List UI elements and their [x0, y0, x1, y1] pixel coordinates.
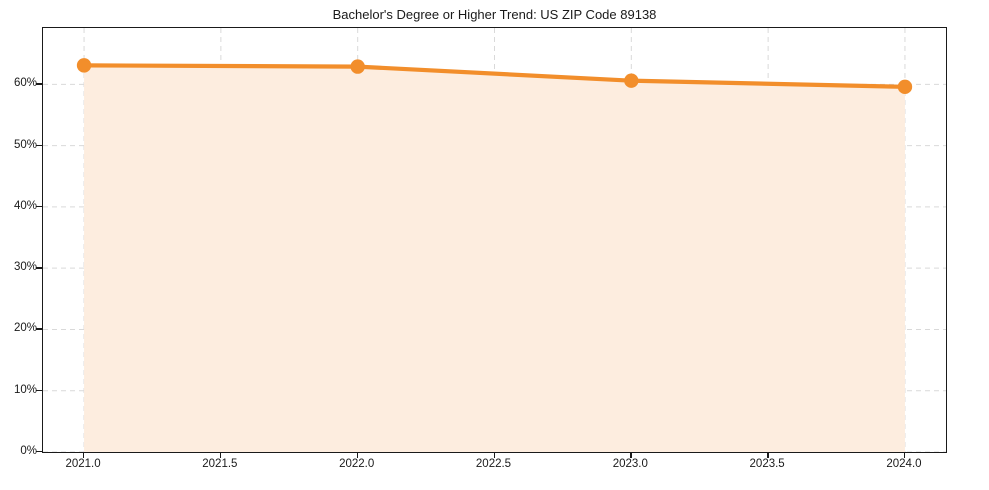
y-axis-tick-labels: 0% 10% 20% 30% 40% 50% 60%: [0, 0, 37, 490]
x-axis-tick-label: 2023.0: [612, 458, 648, 470]
y-axis-tick-label: 10%: [13, 383, 37, 396]
y-axis-tick-label: 0%: [20, 445, 37, 457]
y-axis-tick-label: 50%: [13, 138, 37, 151]
plot-area: [42, 27, 947, 453]
y-axis-tick-label: 30%: [13, 261, 37, 274]
x-axis-tick-label: 2023.5: [749, 458, 785, 470]
plot-svg: [43, 28, 946, 452]
y-axis-tick-label: 20%: [13, 322, 37, 335]
trend-line: [81, 63, 908, 89]
chart-title: Bachelor's Degree or Higher Trend: US ZI…: [332, 7, 657, 22]
data-point-marker: [76, 58, 92, 73]
y-axis-tick-label: 40%: [13, 199, 37, 212]
x-axis-tick-label: 2021.0: [65, 458, 101, 470]
x-axis-tick-labels: 2021.0 2021.5 2022.0 2022.5 2023.0 2023.5 2024…: [0, 458, 989, 482]
x-axis-tick-label: 2022.5: [475, 458, 512, 470]
data-point-marker: [624, 73, 639, 88]
data-point-marker: [897, 79, 913, 95]
x-axis-tick-label: 2021.5: [202, 458, 238, 470]
area-fill: [84, 65, 905, 452]
y-axis-tick-label: 60%: [13, 77, 37, 90]
x-axis-tick-label: 2022.0: [339, 458, 375, 470]
data-point-markers: [76, 58, 913, 95]
x-axis-tick-label: 2024.0: [886, 458, 922, 470]
data-point-marker: [350, 59, 365, 74]
